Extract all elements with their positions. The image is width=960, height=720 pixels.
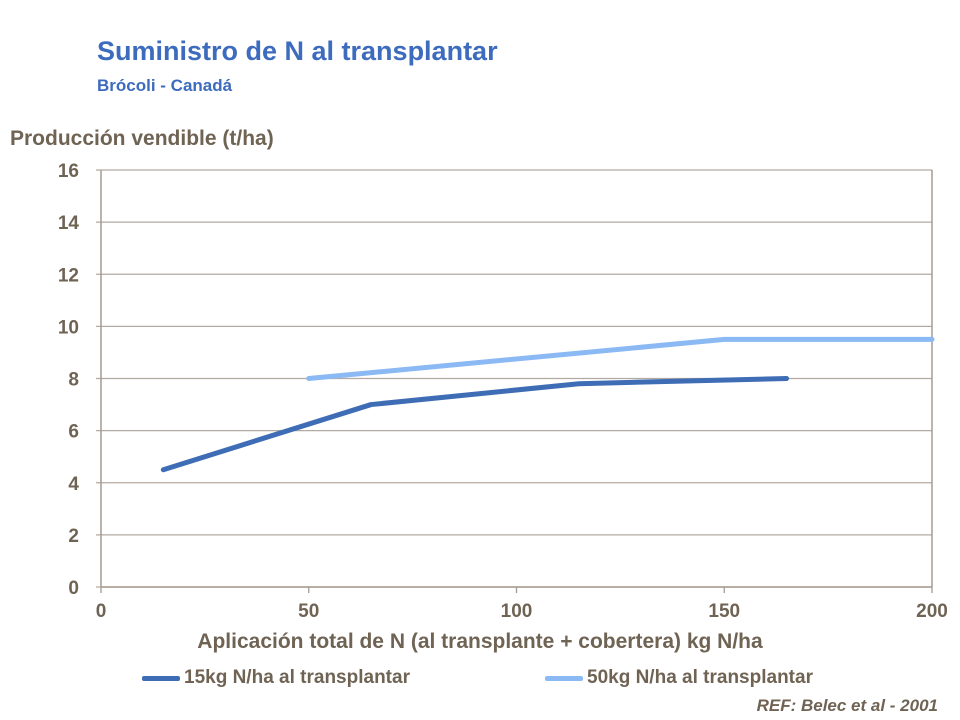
chart-subtitle: Brócoli - Canadá <box>97 76 233 95</box>
x-axis-label: Aplicación total de N (al transplante + … <box>197 630 763 653</box>
x-tick-label: 0 <box>96 601 107 622</box>
y-tick-label: 6 <box>68 422 79 443</box>
y-tick-label: 16 <box>58 161 79 182</box>
y-tick-label: 12 <box>58 265 79 286</box>
legend-label: 50kg N/ha al transplantar <box>587 667 813 688</box>
legend-swatch <box>142 675 180 681</box>
legend-item-50kg: 50kg N/ha al transplantar <box>545 667 813 689</box>
y-tick-label: 10 <box>58 317 79 338</box>
series-line-0 <box>160 376 790 473</box>
reference-note: REF: Belec et al - 2001 <box>756 696 938 715</box>
x-tick-label: 100 <box>501 601 533 622</box>
y-tick-label: 14 <box>58 213 80 234</box>
x-tick-label: 50 <box>298 601 319 622</box>
legend-swatch <box>545 675 583 681</box>
series-line-1 <box>306 336 935 381</box>
legend-item-15kg: 15kg N/ha al transplantar <box>142 667 410 689</box>
y-axis-label: Producción vendible (t/ha) <box>10 127 274 150</box>
y-tick-label: 0 <box>68 578 79 599</box>
y-tick-label: 2 <box>68 526 79 547</box>
y-tick-label: 4 <box>68 474 79 495</box>
x-tick-label: 200 <box>916 601 948 622</box>
y-tick-label: 8 <box>68 370 79 391</box>
legend-label: 15kg N/ha al transplantar <box>184 667 410 688</box>
x-tick-label: 150 <box>708 601 740 622</box>
chart-title: Suministro de N al transplantar <box>97 36 498 66</box>
